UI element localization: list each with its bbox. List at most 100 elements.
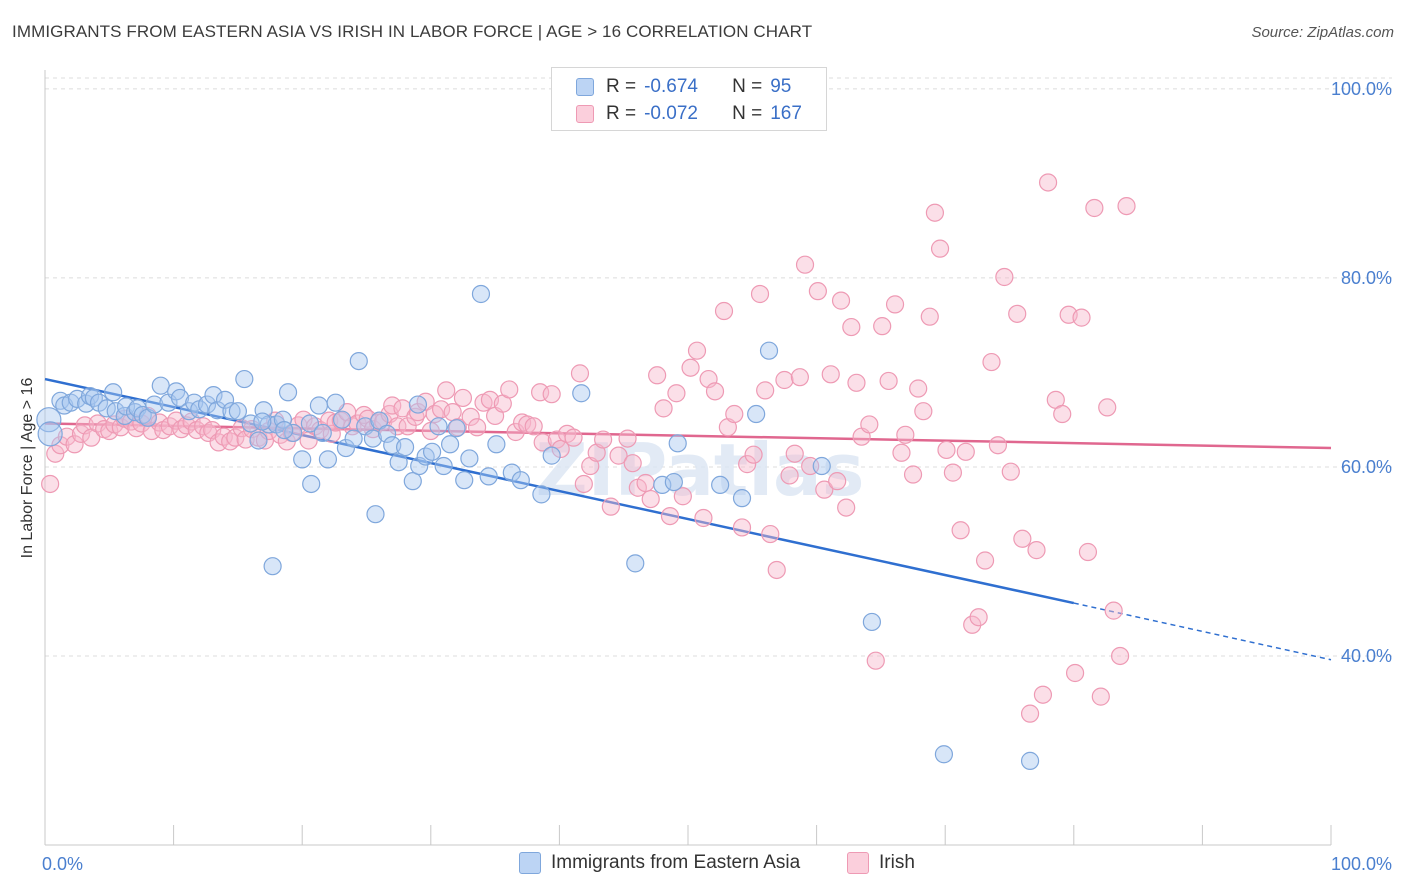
chart-title: IMMIGRANTS FROM EASTERN ASIA VS IRISH IN… xyxy=(12,22,813,41)
irish-point xyxy=(828,472,847,491)
eastern-asia-point xyxy=(145,395,164,414)
irish-point xyxy=(885,295,905,314)
irish-point xyxy=(1027,541,1046,560)
irish-point xyxy=(551,439,570,459)
eastern-asia-point xyxy=(318,450,338,469)
irish-point xyxy=(673,487,692,506)
irish-point xyxy=(995,267,1014,287)
legend-r-label: R = xyxy=(606,76,637,97)
legend-r-value: -0.072 xyxy=(644,103,698,124)
irish-point xyxy=(873,317,892,336)
legend-n-label: N = xyxy=(732,76,763,97)
irish-point xyxy=(808,282,827,301)
eastern-asia-point xyxy=(215,390,235,409)
irish-point xyxy=(909,379,928,398)
irish-point xyxy=(681,358,700,377)
irish-point xyxy=(775,370,794,390)
eastern-asia-point xyxy=(104,383,123,402)
eastern-asia-point xyxy=(471,284,491,304)
irish-point xyxy=(866,651,885,670)
irish-point xyxy=(393,399,412,418)
eastern-asia-point xyxy=(344,429,363,448)
irish-point xyxy=(1091,687,1110,706)
irish-point xyxy=(1008,304,1027,323)
eastern-asia-point xyxy=(403,472,422,491)
eastern-asia-point xyxy=(434,456,453,476)
irish-point xyxy=(744,445,763,464)
irish-point xyxy=(667,384,686,403)
eastern-asia-point xyxy=(293,450,312,469)
eastern-asia-point xyxy=(668,434,687,453)
eastern-asia-point xyxy=(263,557,282,576)
irish-point xyxy=(41,474,60,494)
series-legend-eastern-asia: Immigrants from Eastern Asia xyxy=(519,852,800,874)
irish-point xyxy=(920,307,939,326)
irish-point xyxy=(518,415,537,434)
eastern-asia-point xyxy=(222,402,241,421)
irish-point xyxy=(594,430,613,449)
irish-point xyxy=(756,381,775,400)
eastern-asia-point xyxy=(511,471,530,490)
irish-point xyxy=(461,407,480,426)
series-swatch-blue xyxy=(519,852,541,874)
irish-point xyxy=(694,508,713,528)
irish-point xyxy=(609,446,628,465)
irish-point xyxy=(524,417,543,436)
eastern-asia-point xyxy=(447,419,466,438)
irish-point xyxy=(785,444,804,463)
irish-point xyxy=(780,466,799,485)
irish-point xyxy=(398,417,417,436)
irish-point xyxy=(443,403,462,422)
eastern-asia-point xyxy=(106,402,125,421)
x-tick-label: 100.0% xyxy=(1331,854,1392,874)
irish-point xyxy=(1013,529,1032,548)
irish-point xyxy=(714,301,734,321)
irish-point xyxy=(570,364,590,383)
irish-point xyxy=(687,341,707,360)
irish-point xyxy=(969,608,988,627)
eastern-asia-point xyxy=(349,351,368,371)
irish-point xyxy=(453,388,473,408)
irish-point xyxy=(1020,704,1040,723)
eastern-asia-point xyxy=(197,395,217,414)
eastern-asia-point xyxy=(116,397,136,416)
irish-point xyxy=(618,429,637,448)
eastern-asia-point xyxy=(241,414,260,433)
eastern-asia-point xyxy=(862,612,881,632)
y-tick-label: 60.0% xyxy=(1341,457,1392,477)
y-tick-label: 100.0% xyxy=(1331,79,1392,99)
irish-point xyxy=(705,382,725,401)
eastern-asia-point xyxy=(455,471,474,490)
eastern-asia-point xyxy=(395,438,415,457)
irish-point xyxy=(636,473,655,493)
legend-r-label: R = xyxy=(606,103,637,124)
correlation-legend: R = -0.674 N = 95 R = -0.072 N = 167 xyxy=(551,67,827,131)
irish-point xyxy=(574,474,593,494)
irish-point xyxy=(761,524,780,544)
eastern-asia-point xyxy=(572,384,591,403)
source-label: Source: ZipAtlas.com xyxy=(1251,24,1394,41)
eastern-asia-point xyxy=(759,341,779,360)
irish-point xyxy=(1104,601,1123,620)
irish-point xyxy=(167,411,186,430)
irish-point xyxy=(601,497,620,516)
irish-point xyxy=(930,239,950,258)
irish-point xyxy=(1065,663,1085,683)
eastern-asia-point xyxy=(332,410,352,429)
eastern-asia-point xyxy=(313,423,332,443)
eastern-asia-point xyxy=(460,449,479,468)
eastern-asia-point xyxy=(309,396,329,415)
trend-lines xyxy=(44,377,1332,661)
eastern-asia-point xyxy=(410,456,429,476)
irish-point xyxy=(815,480,834,499)
irish-point xyxy=(467,418,487,437)
irish-point xyxy=(437,381,456,400)
eastern-asia-point xyxy=(235,369,254,389)
irish-point xyxy=(1038,173,1058,192)
legend-n-value: 167 xyxy=(770,103,802,124)
irish-point xyxy=(925,203,945,222)
irish-point xyxy=(790,368,809,387)
irish-point xyxy=(892,443,911,462)
series-legend-label: Immigrants from Eastern Asia xyxy=(551,852,801,873)
